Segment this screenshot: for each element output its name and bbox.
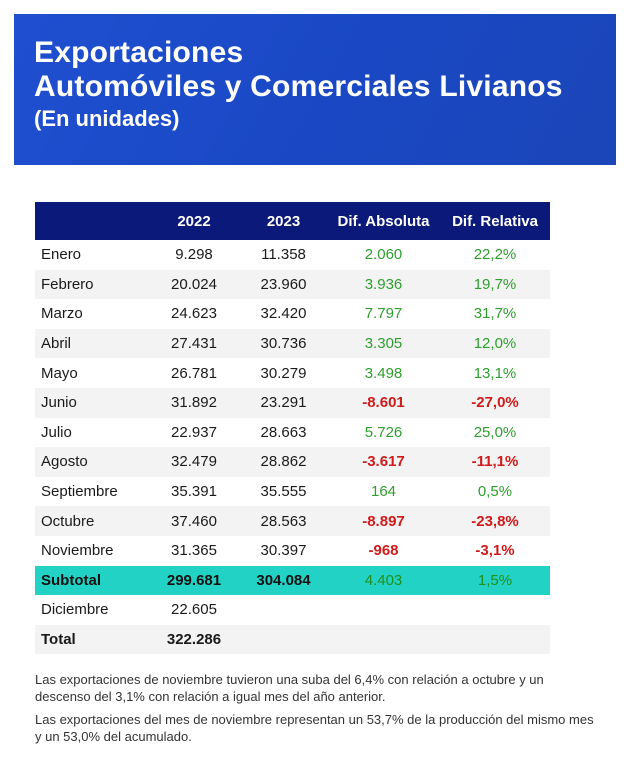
dif-relativa-cell: 13,1%	[473, 364, 517, 382]
total-dif-relativa	[440, 624, 550, 655]
month-cell: Septiembre	[41, 483, 118, 501]
title-units: (En unidades)	[34, 106, 180, 131]
table-row: Enero 9.298 11.358 2.060 22,2%	[35, 240, 550, 270]
dif-relativa-cell: 19,7%	[440, 269, 550, 300]
value-2022-cell: 35.391	[171, 483, 217, 501]
column-header-2022: 2022	[148, 202, 240, 240]
month-cell: Noviembre	[41, 542, 114, 560]
table-row: Julio 22.937 28.663 5.726 25,0%	[35, 418, 550, 448]
diciembre-dif-relativa	[440, 595, 550, 625]
column-header-dif-absoluta: Dif. Absoluta	[327, 202, 440, 240]
total-dif-absoluta	[327, 624, 440, 655]
exports-table: 2022 2023 Dif. Absoluta Dif. Relativa En…	[35, 202, 550, 655]
month-cell: Julio	[41, 423, 72, 441]
month-cell: Octubre	[35, 506, 148, 536]
value-2022-cell: 26.781	[171, 364, 217, 382]
value-2023-cell: 28.862	[240, 447, 327, 477]
month-cell: Enero	[41, 246, 82, 264]
value-2023-cell: 30.736	[240, 328, 327, 359]
month-cell: Junio	[35, 387, 148, 418]
table-row: Abril 27.431 30.736 3.305 12,0%	[35, 328, 550, 359]
title-line-2: Automóviles y Comerciales Livianos	[34, 70, 563, 103]
value-2022-cell: 31.365	[171, 542, 217, 560]
total-2023	[240, 624, 327, 655]
diciembre-2022: 22.605	[171, 601, 217, 619]
dif-absoluta-cell: 2.060	[364, 246, 403, 264]
column-header-2023: 2023	[240, 202, 327, 240]
table-row: Febrero 20.024 23.960 3.936 19,7%	[35, 269, 550, 300]
value-2022-cell: 27.431	[148, 328, 240, 359]
value-2022-cell: 9.298	[175, 246, 213, 264]
subtotal-label: Subtotal	[35, 565, 148, 596]
table-row: Junio 31.892 23.291 -8.601 -27,0%	[35, 387, 550, 418]
dif-relativa-cell: -23,8%	[440, 506, 550, 536]
dif-absoluta-cell: 3.305	[327, 328, 440, 359]
diciembre-2023	[240, 595, 327, 625]
dif-relativa-cell: -11,1%	[440, 447, 550, 477]
table-row: Mayo 26.781 30.279 3.498 13,1%	[35, 358, 550, 388]
month-cell: Febrero	[35, 269, 148, 300]
dif-absoluta-cell: 5.726	[364, 423, 403, 441]
dif-relativa-cell: 31,7%	[473, 305, 517, 323]
table-row: Octubre 37.460 28.563 -8.897 -23,8%	[35, 506, 550, 536]
value-2022-cell: 24.623	[171, 305, 217, 323]
dif-absoluta-cell: -968	[368, 542, 399, 560]
month-cell: Marzo	[41, 305, 83, 323]
value-2023-cell: 35.555	[260, 483, 307, 501]
subtotal-2022: 299.681	[148, 565, 240, 596]
month-cell: Agosto	[35, 447, 148, 477]
value-2023-cell: 11.358	[261, 246, 306, 264]
dif-relativa-cell: -3,1%	[475, 542, 515, 560]
value-2023-cell: 23.291	[240, 387, 327, 418]
diciembre-dif-absoluta	[327, 595, 440, 625]
dif-relativa-cell: 12,0%	[440, 328, 550, 359]
value-2022-cell: 22.937	[171, 423, 217, 441]
note-paragraph-1: Las exportaciones de noviembre tuvieron …	[35, 672, 544, 704]
total-2022: 322.286	[148, 624, 240, 655]
subtotal-row: Subtotal 299.681 304.084 4.403 1,5%	[35, 565, 550, 596]
dif-relativa-cell: 25,0%	[473, 423, 517, 441]
value-2023-cell: 30.397	[260, 542, 307, 560]
dif-absoluta-cell: 164	[370, 483, 397, 501]
title-banner: Exportaciones Automóviles y Comerciales …	[14, 14, 616, 165]
dif-relativa-cell: 0,5%	[477, 483, 513, 501]
value-2023-cell: 23.960	[240, 269, 327, 300]
table-row: Septiembre 35.391 35.555 164 0,5%	[35, 477, 550, 507]
month-cell: Abril	[35, 328, 148, 359]
dif-absoluta-cell: -3.617	[327, 447, 440, 477]
subtotal-2023: 304.084	[240, 565, 327, 596]
column-header-month	[35, 202, 148, 240]
dif-relativa-cell: -27,0%	[440, 387, 550, 418]
notes: Las exportaciones de noviembre tuvieron …	[35, 671, 595, 751]
value-2023-cell: 28.563	[240, 506, 327, 536]
table-row: Agosto 32.479 28.862 -3.617 -11,1%	[35, 447, 550, 477]
title-line-1: Exportaciones	[34, 36, 244, 69]
total-row: Total 322.286	[35, 624, 550, 655]
diciembre-row: Diciembre 22.605	[35, 595, 550, 625]
table-row: Marzo 24.623 32.420 7.797 31,7%	[35, 299, 550, 329]
dif-absoluta-cell: 3.498	[364, 364, 403, 382]
month-cell: Mayo	[41, 364, 78, 382]
dif-absoluta-cell: 7.797	[364, 305, 403, 323]
value-2022-cell: 31.892	[148, 387, 240, 418]
value-2023-cell: 28.663	[260, 423, 307, 441]
dif-absoluta-cell: 3.936	[327, 269, 440, 300]
column-header-dif-relativa: Dif. Relativa	[440, 202, 550, 240]
table-row: Noviembre 31.365 30.397 -968 -3,1%	[35, 536, 550, 566]
value-2022-cell: 37.460	[148, 506, 240, 536]
total-label: Total	[35, 624, 148, 655]
note-paragraph-2: Las exportaciones del mes de noviembre r…	[35, 712, 594, 744]
value-2023-cell: 30.279	[260, 364, 307, 382]
diciembre-label: Diciembre	[41, 601, 109, 619]
value-2022-cell: 20.024	[148, 269, 240, 300]
value-2022-cell: 32.479	[148, 447, 240, 477]
dif-absoluta-cell: -8.897	[327, 506, 440, 536]
subtotal-dif-absoluta: 4.403	[327, 565, 440, 596]
value-2023-cell: 32.420	[260, 305, 307, 323]
dif-relativa-cell: 22,2%	[473, 246, 517, 264]
dif-absoluta-cell: -8.601	[327, 387, 440, 418]
table-header-row: 2022 2023 Dif. Absoluta Dif. Relativa	[35, 202, 550, 240]
subtotal-dif-relativa: 1,5%	[440, 565, 550, 596]
